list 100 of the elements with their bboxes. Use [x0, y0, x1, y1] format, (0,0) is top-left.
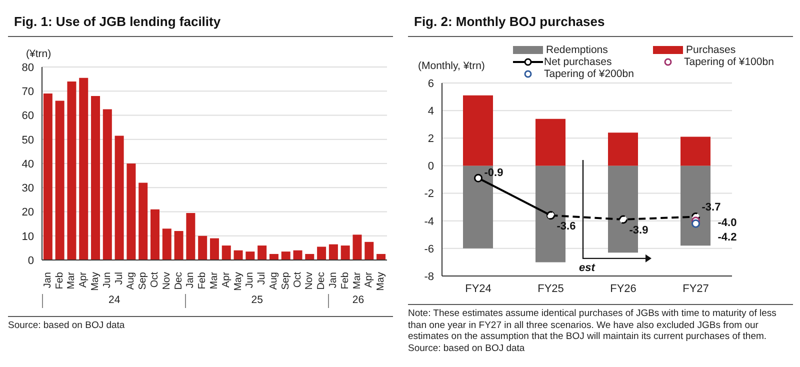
x-tick-label: Feb: [340, 272, 351, 290]
legend-label: Tapering of ¥200bn: [543, 68, 635, 80]
source-note: Source: based on BOJ data: [8, 320, 126, 332]
y-tick-label: 60: [22, 110, 34, 122]
bar: [258, 246, 267, 260]
source-note: Source: based on BOJ data: [408, 342, 526, 354]
x-tick-label: Apr: [78, 271, 90, 288]
data-label: -3.9: [629, 224, 648, 236]
bar: [114, 136, 124, 260]
bar: [305, 254, 314, 260]
bar: [536, 118, 566, 166]
bar: [269, 254, 278, 260]
bar: [138, 182, 148, 260]
y-tick-label: 10: [22, 230, 34, 243]
y-axis-title: (¥trn): [26, 48, 52, 60]
bar: [376, 254, 386, 260]
y-tick-label: 4: [428, 105, 434, 118]
x-tick-label: FY25: [538, 282, 564, 295]
bar: [43, 94, 52, 260]
x-tick-label: Dec: [173, 272, 184, 290]
x-tick-label: Mar: [66, 271, 78, 290]
x-tick-label: Sep: [138, 272, 149, 290]
data-label: -0.9: [484, 167, 504, 180]
bar: [281, 252, 290, 260]
bar: [210, 238, 219, 260]
bar: [317, 246, 326, 260]
bar: [680, 136, 710, 166]
legend-label: Net purchases: [543, 56, 613, 68]
x-tick-label: Nov: [161, 272, 172, 290]
bar: [246, 252, 255, 260]
bar: [293, 250, 302, 260]
bar: [364, 242, 374, 260]
x-tick-label: Aug: [268, 272, 280, 290]
x-tick-label: Aug: [126, 272, 137, 290]
bar: [91, 96, 100, 260]
x-tick-label: Jan: [185, 272, 196, 288]
bar: [174, 231, 184, 260]
y-tick-label: 2: [428, 133, 434, 146]
bar: [79, 78, 88, 260]
bar: [102, 109, 112, 260]
x-tick-label: Jan: [328, 272, 339, 288]
x-tick-label: Jan: [42, 272, 54, 288]
legend-label: Purchases: [685, 44, 737, 56]
x-tick-label: Jun: [102, 272, 113, 288]
y-tick-label: -4: [424, 216, 434, 228]
y-tick-label: 80: [22, 62, 34, 74]
x-tick-label: Apr: [220, 271, 232, 288]
legend-label: Tapering of ¥100bn: [683, 56, 775, 68]
x-tick-label: Apr: [364, 271, 375, 288]
x-tick-label: Mar: [352, 271, 363, 290]
x-tick-label: Jul: [114, 272, 125, 285]
x-tick-label: Sep: [280, 272, 292, 290]
x-tick-label: May: [90, 272, 102, 291]
y-tick-label: 70: [22, 86, 34, 98]
y-tick-label: 0: [28, 254, 34, 267]
y-tick-label: 50: [22, 134, 34, 146]
bar: [222, 246, 231, 260]
y-tick-label: 6: [428, 78, 434, 90]
bar: [234, 250, 243, 260]
text: Note: These estimates assume identical purchases of JGBs with time to maturity of less than one year in FY27 in all three scenarios. We have also excluded JGBs from our estimates on the assumption that the BOJ will maintain its current purchases of them.: [408, 308, 778, 342]
y-axis-title: (Monthly, ¥trn): [418, 60, 485, 72]
x-tick-label: Dec: [316, 272, 328, 290]
x-tick-label: FY24: [465, 282, 492, 295]
data-label: -4.0: [718, 216, 737, 229]
y-tick-label: 20: [22, 206, 34, 219]
legend-label: Redemptions: [545, 44, 609, 56]
bar: [186, 212, 196, 260]
data-label: -3.7: [702, 202, 721, 214]
annotation: est: [578, 262, 596, 274]
x-tick-label: May: [232, 272, 244, 291]
text: 24: [42, 294, 186, 308]
y-tick-label: -2: [424, 188, 434, 200]
bar: [340, 246, 350, 260]
bar: [162, 228, 172, 260]
y-tick-label: -6: [424, 243, 434, 256]
x-tick-label: Feb: [197, 272, 208, 290]
data-label: -3.6: [556, 220, 576, 232]
bar: [352, 234, 362, 260]
chart-title: Fig. 1: Use of JGB lending facility: [14, 14, 221, 29]
x-tick-label: FY27: [682, 282, 709, 295]
bar: [55, 100, 64, 260]
x-tick-label: FY26: [610, 282, 636, 295]
x-tick-label: Jun: [244, 272, 256, 288]
text: 25: [184, 294, 328, 308]
x-tick-label: May: [376, 272, 387, 291]
x-tick-label: Nov: [304, 272, 316, 290]
bar: [328, 244, 338, 260]
x-tick-label: Feb: [54, 272, 66, 290]
x-tick-label: Oct: [150, 272, 161, 288]
y-tick-label: -8: [424, 270, 434, 283]
bar: [126, 164, 136, 260]
y-tick-label: 40: [22, 158, 34, 170]
x-tick-label: Oct: [292, 272, 304, 288]
bar: [150, 209, 160, 260]
y-tick-label: 0: [428, 160, 434, 173]
text: 26: [328, 294, 388, 308]
bar: [198, 236, 208, 260]
bar: [608, 132, 638, 166]
bar: [463, 95, 493, 166]
x-tick-label: Mar: [209, 271, 220, 290]
